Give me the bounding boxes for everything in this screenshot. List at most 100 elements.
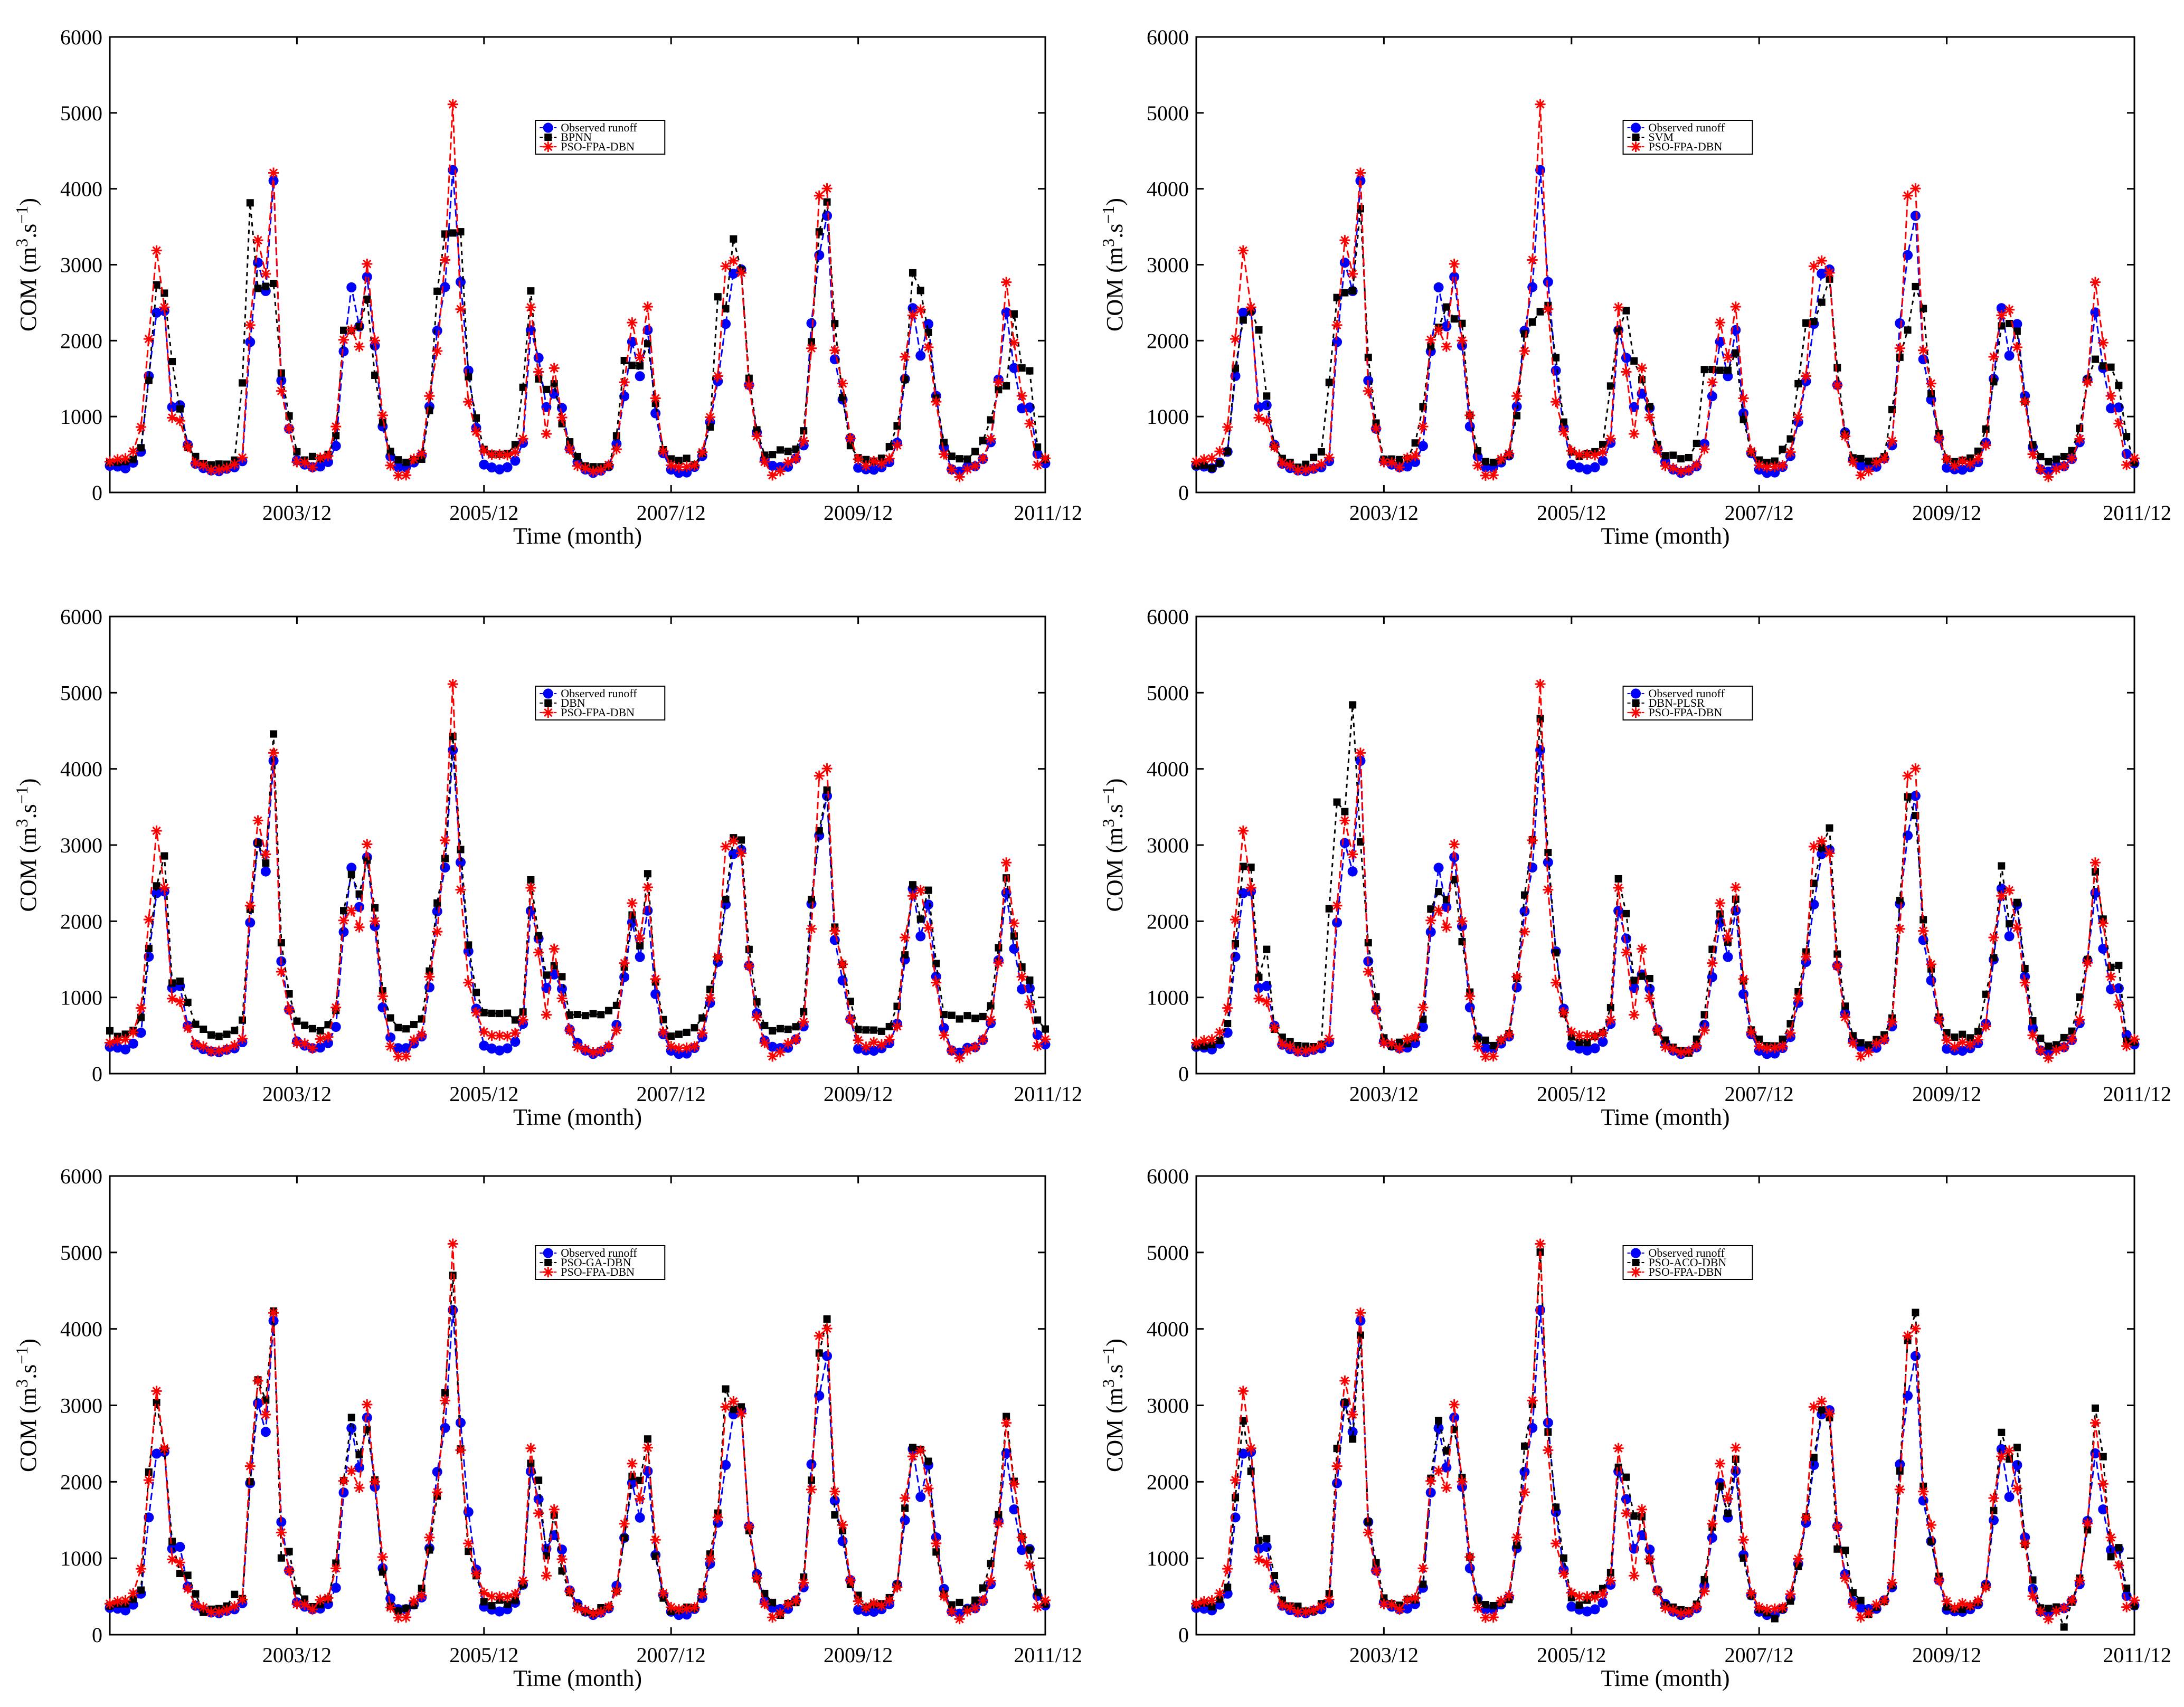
legend-label: PSO-GA-DBN xyxy=(561,1256,631,1269)
data-point xyxy=(2045,1605,2053,1613)
data-point xyxy=(619,391,630,402)
data-point xyxy=(1738,973,1749,984)
data-point xyxy=(776,446,784,454)
data-point xyxy=(956,1598,963,1606)
series-dbn-plsr xyxy=(1193,701,2138,1057)
data-point xyxy=(574,452,581,460)
data-point xyxy=(1715,317,1726,328)
data-point xyxy=(347,1414,355,1421)
legend-label: Observed runoff xyxy=(561,1246,637,1259)
x-tick-label: 2007/12 xyxy=(1725,1643,1794,1667)
data-point xyxy=(260,866,271,877)
data-point xyxy=(1769,1042,1780,1054)
data-point xyxy=(1769,1603,1780,1614)
data-point xyxy=(355,890,363,898)
data-point xyxy=(252,235,263,246)
data-point xyxy=(2066,1595,2077,1606)
data-point xyxy=(252,815,263,826)
data-point xyxy=(1910,1323,1921,1334)
data-point xyxy=(712,1512,723,1523)
data-point xyxy=(1024,418,1035,429)
data-point xyxy=(2097,1478,2109,1490)
data-point xyxy=(2113,1560,2124,1571)
data-point xyxy=(1372,419,1380,427)
y-axis-label-part: ) xyxy=(15,198,41,206)
data-point xyxy=(231,1027,239,1035)
data-point xyxy=(1261,996,1272,1007)
data-point xyxy=(1818,298,1826,306)
data-point xyxy=(1292,1607,1303,1618)
data-point xyxy=(861,1041,872,1052)
data-point xyxy=(432,926,443,937)
data-point xyxy=(386,1014,394,1022)
data-point xyxy=(837,1520,848,1531)
data-point xyxy=(439,834,450,846)
data-point xyxy=(1590,1031,1601,1042)
data-point xyxy=(1402,1595,1413,1606)
data-point xyxy=(603,459,614,470)
data-point xyxy=(1925,1520,1936,1531)
data-point xyxy=(549,1504,560,1515)
data-point xyxy=(301,1021,309,1029)
data-point xyxy=(160,852,168,860)
y-tick-label: 2000 xyxy=(1147,1470,1189,1494)
y-tick-label: 3000 xyxy=(1147,833,1189,857)
y-tick-label: 6000 xyxy=(1147,1164,1189,1188)
legend-marker xyxy=(543,1248,553,1258)
plot-frame xyxy=(1195,36,2135,494)
y-tick-label: 5000 xyxy=(60,1241,102,1265)
data-point xyxy=(120,1595,131,1606)
data-point xyxy=(2066,453,2077,464)
data-point xyxy=(198,1602,209,1613)
data-point xyxy=(932,1548,940,1556)
data-point xyxy=(823,1315,831,1323)
data-point xyxy=(815,827,823,834)
data-point xyxy=(2011,342,2022,353)
data-point xyxy=(1982,425,1990,433)
data-point xyxy=(1032,1040,1043,1051)
y-tick-label: 1000 xyxy=(1147,405,1189,429)
data-point xyxy=(821,1323,833,1334)
data-point xyxy=(1010,310,1018,318)
data-point xyxy=(1511,982,1522,993)
data-point xyxy=(635,352,646,363)
data-point xyxy=(829,1486,840,1497)
data-point xyxy=(572,460,583,471)
data-point xyxy=(1762,1043,1773,1054)
data-point xyxy=(738,1403,745,1411)
data-point xyxy=(239,1016,247,1024)
data-point xyxy=(1716,366,1724,374)
data-point xyxy=(533,1507,544,1519)
data-point xyxy=(1817,268,1827,279)
data-point xyxy=(1222,422,1233,433)
data-point xyxy=(782,1038,793,1049)
data-point xyxy=(1833,950,1841,958)
series-pso-fpa-dbn xyxy=(1191,99,2140,482)
data-point xyxy=(137,1013,145,1021)
data-point xyxy=(2076,424,2084,432)
data-point xyxy=(1849,1589,1857,1597)
data-point xyxy=(697,1589,708,1600)
data-point xyxy=(853,1596,864,1607)
data-point xyxy=(1237,245,1249,256)
data-point xyxy=(167,412,178,423)
data-point xyxy=(963,455,971,463)
x-tick-label: 2003/12 xyxy=(1349,1082,1419,1106)
data-point xyxy=(363,856,371,864)
data-point xyxy=(681,1603,692,1614)
data-point xyxy=(1824,848,1835,859)
data-point xyxy=(884,453,895,464)
data-point xyxy=(589,1010,597,1018)
data-point xyxy=(619,377,630,388)
data-point xyxy=(714,293,722,301)
data-point xyxy=(1198,454,1209,465)
data-point xyxy=(605,1007,613,1014)
data-point xyxy=(673,1043,684,1054)
data-point xyxy=(143,334,154,345)
data-point xyxy=(136,422,147,433)
data-point xyxy=(231,1590,239,1598)
data-point xyxy=(1857,1596,1865,1604)
legend-box xyxy=(535,686,666,720)
data-point xyxy=(792,1023,800,1031)
